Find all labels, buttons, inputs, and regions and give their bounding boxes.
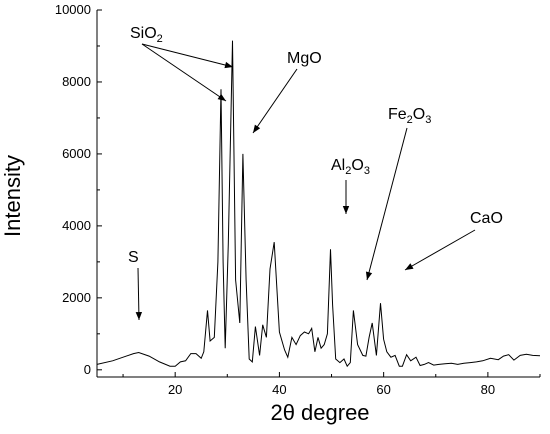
y-axis-title: Intensity xyxy=(0,155,25,237)
y-tick-label: 10000 xyxy=(55,2,91,17)
series-group xyxy=(96,40,541,368)
annotation-arrow xyxy=(342,180,350,214)
annotation-label: CaO xyxy=(470,210,503,227)
x-tick-label: 40 xyxy=(272,382,286,397)
annotation-label: MgO xyxy=(287,50,322,67)
x-tick-label: 20 xyxy=(168,382,182,397)
annotation-label: SiO2 xyxy=(130,25,163,45)
tick-labels: 20 40 60 80 0 2000 4000 6000 8000 10000 xyxy=(55,2,495,397)
annotation-label: Al2O3 xyxy=(331,157,370,177)
annotation-arrow xyxy=(141,43,234,69)
y-tick-label: 6000 xyxy=(62,146,91,161)
annotations: S SiO2 MgO Al2O3 Fe2O3 CaO xyxy=(128,25,503,321)
y-tick-label: 0 xyxy=(84,362,91,377)
annotation-label: Fe2O3 xyxy=(388,106,431,126)
tick-marks xyxy=(97,9,541,377)
y-tick-label: 8000 xyxy=(62,74,91,89)
x-tick-label: 80 xyxy=(481,382,495,397)
x-tick-label: 60 xyxy=(376,382,390,397)
axes xyxy=(96,10,540,378)
annotation-arrow xyxy=(135,267,143,321)
y-tick-label: 4000 xyxy=(62,218,91,233)
annotation-arrow xyxy=(365,127,408,281)
annotation-arrow xyxy=(141,43,227,102)
y-tick-label: 2000 xyxy=(62,290,91,305)
annotation-arrow xyxy=(252,68,298,134)
annotation-label: S xyxy=(128,249,139,266)
series-line xyxy=(96,40,541,368)
x-axis-title: 2θ degree xyxy=(270,400,369,425)
annotation-arrow xyxy=(404,229,476,271)
